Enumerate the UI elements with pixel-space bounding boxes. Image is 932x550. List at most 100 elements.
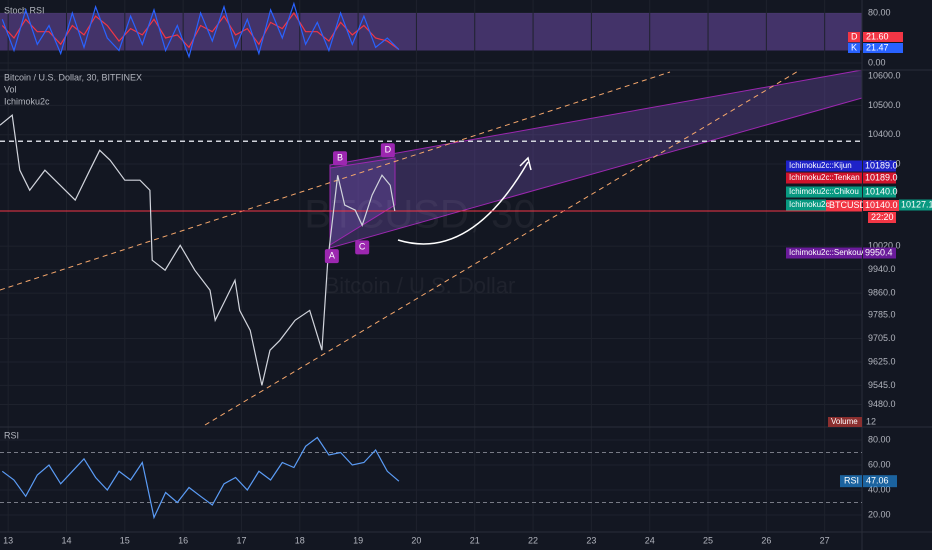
value-box: [863, 186, 896, 198]
label-name: Ichimoku2c::Tenkan: [789, 173, 860, 182]
y-tick-label: 10500.0: [868, 100, 901, 110]
y-tick-label: 9785.0: [868, 309, 896, 319]
label-name: Ichimoku2c::Chikou: [789, 187, 859, 196]
x-tick-label: 17: [236, 535, 246, 545]
legend-name: K: [851, 42, 857, 52]
x-tick-label: 14: [61, 535, 71, 545]
legend-swatch: [848, 43, 860, 53]
value-label: 10140.0: [865, 186, 898, 196]
y-tick-label: 80.00: [868, 434, 891, 444]
label-name: Ichimoku2c::Kijun: [789, 161, 852, 170]
x-tick-label: 24: [645, 535, 655, 545]
y-tick-label: 60.00: [868, 459, 891, 469]
y-tick-label: 9705.0: [868, 333, 896, 343]
series-line: [1, 11, 400, 50]
x-tick-label: 25: [703, 535, 713, 545]
x-tick-label: 22: [528, 535, 538, 545]
value-label: 10189.0: [865, 160, 898, 170]
value-box: [899, 199, 932, 211]
arrow-head: [519, 156, 532, 171]
grid: [0, 0, 862, 532]
y-tick-label: 40.00: [868, 484, 891, 494]
x-tick-label: 16: [178, 535, 188, 545]
indicator-name: Ichimoku2c: [4, 96, 50, 106]
trend-line: [0, 71, 671, 291]
y-tick-label: 10400.0: [868, 129, 901, 139]
watermark: Bitcoin / U.S. Dollar: [325, 273, 516, 298]
x-tick-label: 26: [761, 535, 771, 545]
pattern-label: B: [337, 153, 343, 163]
name-box: [786, 186, 862, 198]
projection-arrow: [397, 161, 529, 245]
series-name: BTCUSD: [829, 200, 867, 210]
y-tick-label: 20.00: [868, 509, 891, 519]
legend-name: D: [851, 31, 858, 41]
x-tick-label: 27: [820, 535, 830, 545]
name-box: [826, 200, 862, 211]
value-box: [863, 43, 903, 53]
name-box: [786, 247, 862, 259]
x-tick-label: 13: [3, 535, 13, 545]
series-line: [1, 1, 400, 59]
band: [0, 13, 862, 51]
pane-title: Bitcoin / U.S. Dollar, 30, BITFINEX: [4, 72, 142, 82]
value-box: [863, 32, 903, 42]
y-tick-label: 0.00: [868, 57, 886, 67]
label-name: Ichimoku2c: [789, 200, 829, 209]
pattern-label: D: [385, 145, 392, 155]
x-tick-label: 19: [353, 535, 363, 545]
label-name: Ichimoku2c::SenkouA: [789, 248, 867, 257]
pattern-area: [329, 157, 396, 246]
value-box: [863, 200, 899, 211]
countdown: 22:20: [871, 212, 894, 222]
value-box: [863, 172, 896, 184]
y-tick-label: 9545.0: [868, 380, 896, 390]
pattern-point: [324, 249, 339, 264]
pane-title: Stoch RSI: [4, 5, 45, 15]
trend-line: [204, 69, 801, 426]
countdown-box: [868, 212, 896, 223]
value-label: 21.47: [866, 42, 889, 52]
x-tick-label: 18: [295, 535, 305, 545]
x-tick-label: 21: [470, 535, 480, 545]
legend-swatch: [848, 32, 860, 42]
volume-value: 12: [866, 416, 876, 426]
y-tick-label: 10020.0: [868, 241, 901, 251]
pattern-point: [380, 143, 395, 158]
x-tick-label: 15: [120, 535, 130, 545]
value-box: [863, 247, 896, 259]
series-name: RSI: [844, 476, 859, 486]
value-label: 47.06: [866, 476, 889, 486]
indicator-name: Vol: [4, 84, 17, 94]
name-box: [786, 160, 862, 172]
watermark: BTCUSD, 30: [304, 193, 535, 237]
y-tick-label: 9480.0: [868, 399, 896, 409]
value-label: 10189.0: [865, 172, 898, 182]
y-tick-label: 10600.0: [868, 70, 901, 80]
pattern-label: C: [359, 242, 366, 252]
value-label: 10127.1: [901, 199, 932, 209]
y-tick-label: 9625.0: [868, 356, 896, 366]
name-box: [786, 199, 826, 211]
value-label: 21.60: [866, 31, 889, 41]
volume-box: [828, 417, 862, 427]
y-tick-label: 9860.0: [868, 287, 896, 297]
name-box: [840, 475, 862, 488]
value-box: [863, 160, 896, 172]
pane-title: RSI: [4, 430, 19, 440]
value-label: 9950.4: [865, 247, 893, 257]
x-tick-label: 23: [586, 535, 596, 545]
pattern-point: [355, 240, 370, 255]
pattern-point: [333, 151, 348, 166]
volume-name: Volume: [831, 417, 858, 426]
series-line: [0, 113, 396, 386]
y-tick-label: 9940.0: [868, 264, 896, 274]
value-box: [863, 475, 897, 488]
series-line: [1, 436, 400, 520]
name-box: [786, 172, 862, 184]
pattern-label: A: [329, 250, 335, 260]
value-label: 10140.0: [865, 200, 898, 210]
x-tick-label: 20: [411, 535, 421, 545]
